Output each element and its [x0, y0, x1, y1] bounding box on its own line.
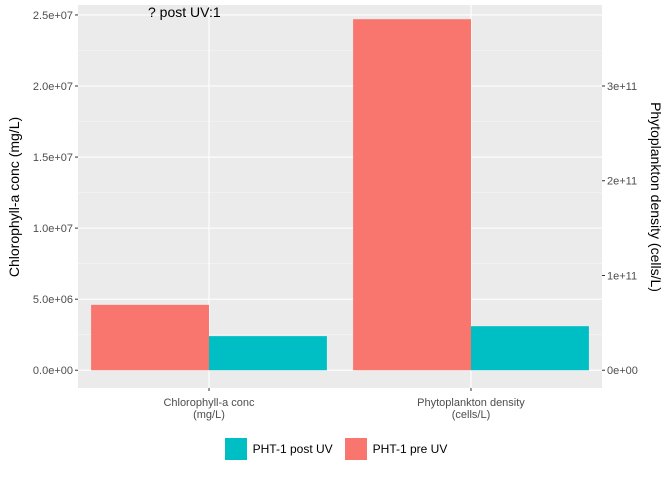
x-axis-ticks: Chlorophyll-a conc (mg/L) Phytoplankton de…	[163, 388, 525, 421]
y2-axis-title: Phytoplankton density (cells/L)	[648, 102, 664, 292]
y-axis-title: Chlorophyll-a conc (mg/L)	[6, 117, 22, 277]
y-tick-label: 2.0e+07	[33, 81, 73, 93]
plot-annotation: ? post UV:1	[148, 4, 221, 20]
bar	[353, 19, 471, 371]
legend-item-post-uv: PHT-1 post UV	[224, 438, 333, 460]
legend-swatch-post-uv	[224, 438, 247, 460]
y2-tick-label: 0e+00	[607, 365, 638, 377]
bar-chart: 0.0e+00 5.0e+06 1.0e+07 1.5e+07 2.0e+07 2.5e+…	[6, 4, 664, 421]
legend-label-post-uv: PHT-1 post UV	[252, 442, 333, 456]
bar	[209, 336, 327, 371]
legend-item-pre-uv: PHT-1 pre UV	[344, 438, 448, 460]
x-tick-label: Phytoplankton density (cells/L)	[417, 397, 525, 421]
bars	[91, 19, 589, 371]
legend-label-pre-uv: PHT-1 pre UV	[372, 442, 448, 456]
legend-swatch-pre-uv	[344, 438, 367, 460]
y-tick-label: 2.5e+07	[33, 10, 73, 22]
y-tick-label: 5.0e+06	[33, 294, 73, 306]
y-axis-ticks: 0.0e+00 5.0e+06 1.0e+07 1.5e+07 2.0e+07 2.5e+…	[33, 10, 78, 377]
y2-tick-label: 2e+11	[607, 176, 637, 188]
y2-tick-label: 3e+11	[607, 81, 637, 93]
grid-lines	[78, 5, 602, 388]
y-tick-label: 1.0e+07	[33, 223, 73, 235]
y2-axis-ticks: 0e+00 1e+11 2e+11 3e+11	[602, 81, 638, 377]
x-tick-label: Chlorophyll-a conc (mg/L)	[163, 397, 255, 421]
y-tick-label: 0.0e+00	[33, 365, 73, 377]
legend: PHT-1 post UV PHT-1 pre UV	[0, 438, 672, 460]
y-tick-label: 1.5e+07	[33, 152, 73, 164]
bar	[471, 326, 589, 371]
bar	[91, 304, 209, 371]
y2-tick-label: 1e+11	[607, 270, 637, 282]
